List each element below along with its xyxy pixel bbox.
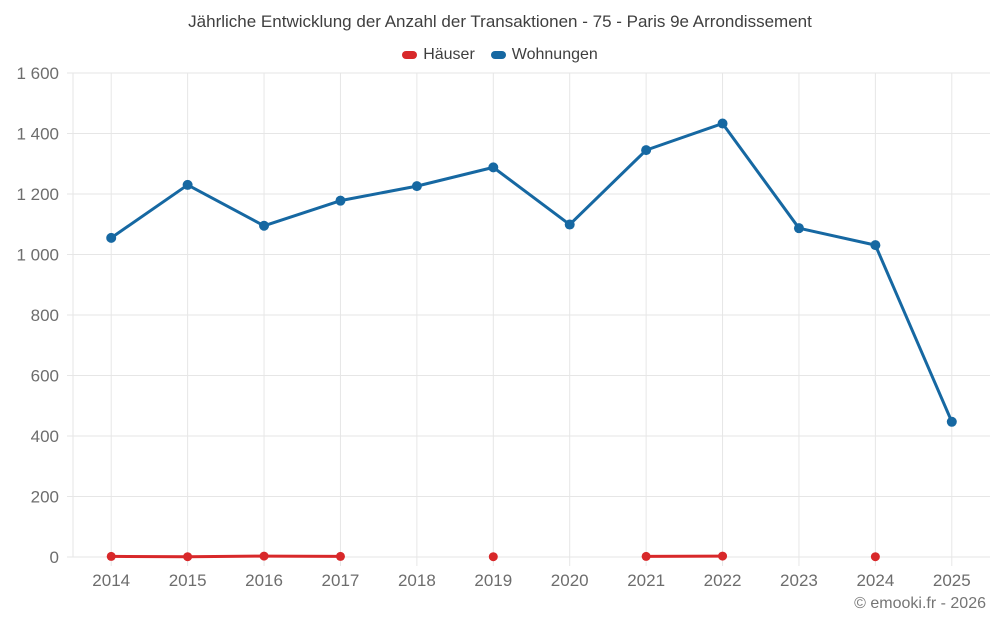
x-axis-label: 2025 [933, 571, 971, 590]
wohnungen-data-point[interactable] [106, 232, 117, 243]
haeuser-data-point[interactable] [183, 552, 193, 562]
haeuser-data-point[interactable] [335, 551, 345, 561]
credit-link[interactable]: © emooki.fr - 2026 [854, 595, 986, 612]
series-haeuser [106, 551, 880, 562]
chart-title: Jährliche Entwicklung der Anzahl der Tra… [188, 12, 812, 31]
wohnungen-data-point[interactable] [793, 223, 804, 234]
y-axis-label: 0 [50, 548, 59, 567]
haeuser-series-swatch-icon [402, 51, 418, 59]
legend-label-wohnungen: Wohnungen [511, 46, 598, 63]
wohnungen-data-point[interactable] [717, 118, 728, 129]
y-axis-label: 1 200 [16, 185, 59, 204]
legend-item-haeuser[interactable]: Häuser [402, 46, 475, 64]
haeuser-data-point[interactable] [488, 552, 498, 562]
haeuser-line [109, 554, 342, 559]
wohnungen-data-point[interactable] [564, 219, 575, 230]
x-axis-label: 2019 [474, 571, 512, 590]
x-axis-label: 2023 [780, 571, 818, 590]
chart-legend: Häuser Wohnungen [0, 46, 1000, 64]
y-axis-label: 800 [31, 306, 59, 325]
x-axis-label: 2016 [245, 571, 283, 590]
x-axis-label: 2014 [92, 571, 130, 590]
y-axis-label: 1 000 [16, 246, 59, 265]
wohnungen-data-point[interactable] [411, 181, 422, 192]
wohnungen-data-point[interactable] [259, 220, 270, 231]
wohnungen-data-point[interactable] [641, 145, 652, 156]
wohnungen-data-point[interactable] [335, 195, 346, 206]
y-axis-label: 1 400 [16, 125, 59, 144]
wohnungen-series-swatch-icon [490, 51, 506, 59]
series-wohnungen [106, 118, 957, 427]
haeuser-data-point[interactable] [259, 551, 269, 561]
x-axis-label: 2017 [322, 571, 360, 590]
x-axis-label: 2022 [704, 571, 742, 590]
x-axis-label: 2021 [627, 571, 665, 590]
haeuser-data-point[interactable] [641, 551, 651, 561]
wohnungen-data-point[interactable] [182, 179, 193, 190]
x-axis-label: 2018 [398, 571, 436, 590]
wohnungen-data-point[interactable] [946, 416, 957, 427]
legend-label-haeuser: Häuser [423, 46, 475, 63]
haeuser-data-point[interactable] [718, 551, 728, 561]
y-axis-label: 600 [31, 367, 59, 386]
haeuser-data-point[interactable] [870, 552, 880, 562]
haeuser-data-point[interactable] [106, 551, 116, 561]
y-axis-label: 400 [31, 427, 59, 446]
x-axis-label: 2024 [856, 571, 894, 590]
x-axis-label: 2015 [169, 571, 207, 590]
x-axis-label: 2020 [551, 571, 589, 590]
wohnungen-data-point[interactable] [488, 162, 499, 173]
y-axis-label: 200 [31, 488, 59, 507]
wohnungen-data-point[interactable] [870, 240, 881, 251]
legend-item-wohnungen[interactable]: Wohnungen [490, 46, 598, 64]
wohnungen-line [109, 122, 954, 424]
y-axis-label: 1 600 [16, 64, 59, 83]
